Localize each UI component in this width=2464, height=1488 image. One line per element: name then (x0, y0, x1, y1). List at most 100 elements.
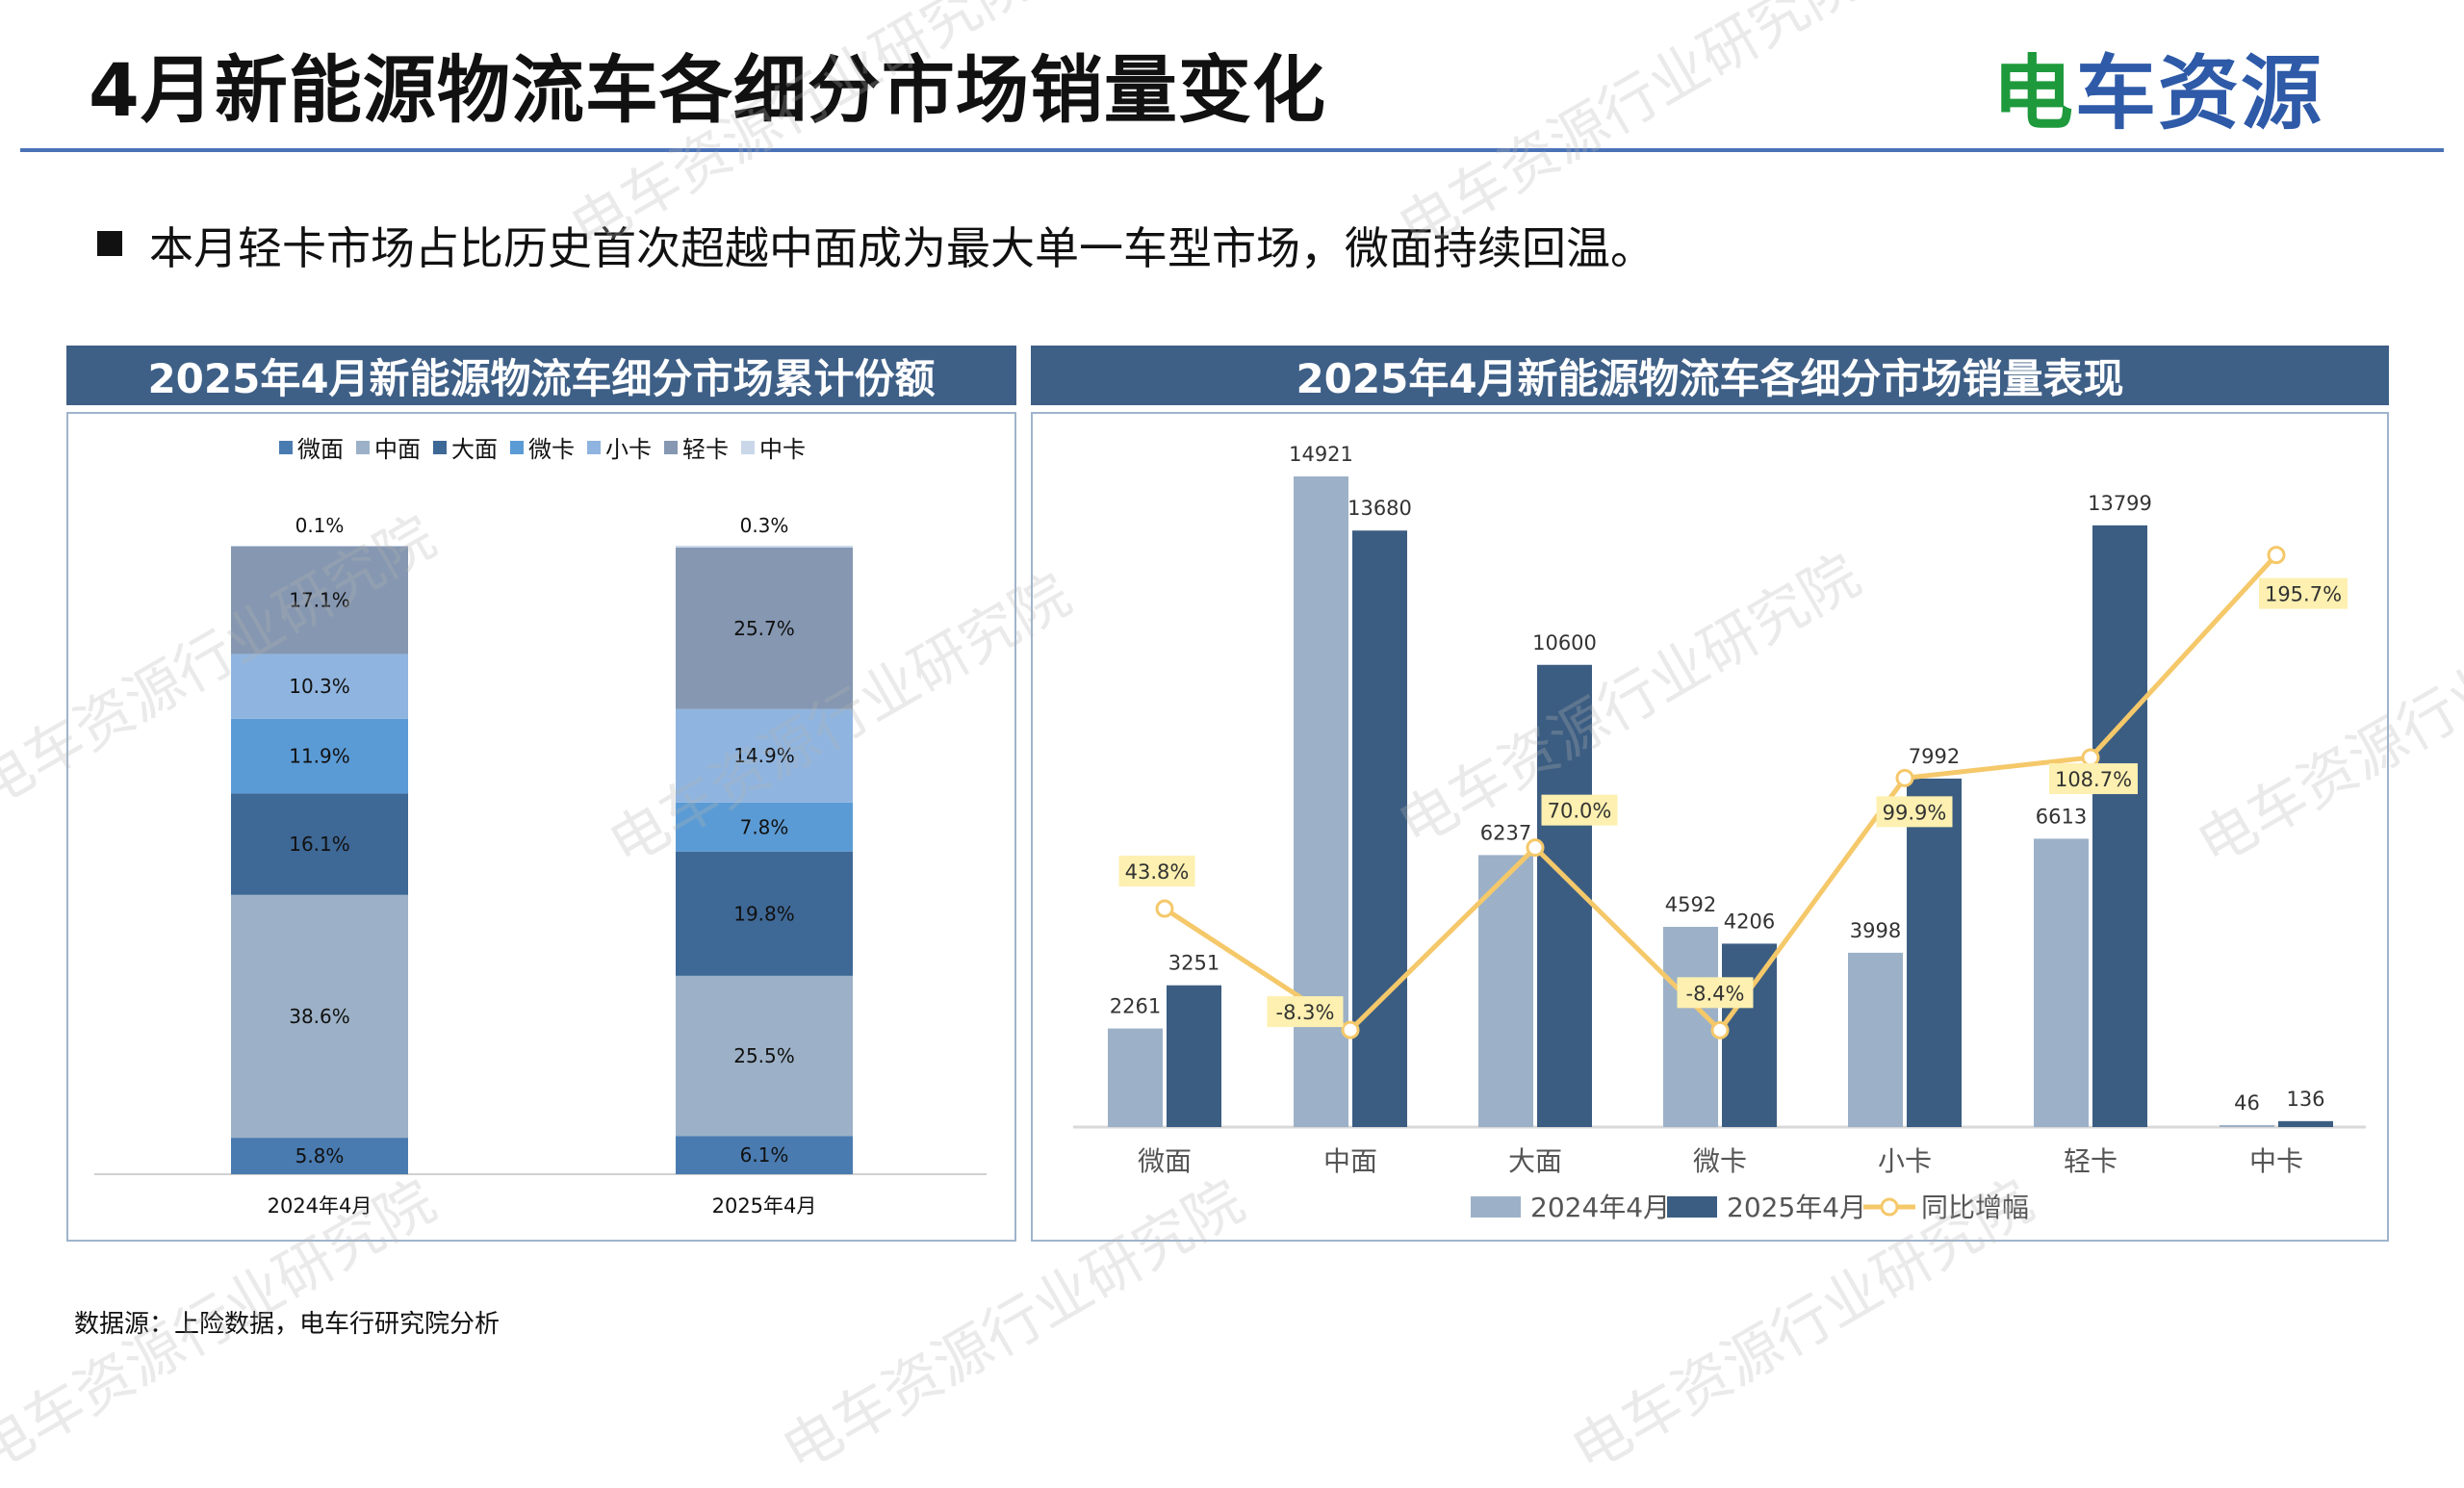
bar-2025-微卡 (1722, 943, 1777, 1127)
legend-swatch-微卡 (510, 441, 524, 454)
legend-label: 同比增幅 (1921, 1192, 2029, 1223)
data-label: 25.7% (733, 617, 795, 640)
data-label: 7.8% (740, 815, 789, 838)
stacked-bar-segment-大面 (676, 851, 853, 976)
yoy-data-label: 108.7% (2055, 768, 2132, 791)
yoy-point (1526, 838, 1545, 858)
x-tick-label: 中面 (1323, 1145, 1377, 1177)
legend-label: 微面 (297, 436, 344, 463)
bar-2025-轻卡 (2092, 525, 2147, 1127)
left-chart-panel (66, 412, 1016, 1242)
bar-2024-大面 (1478, 855, 1533, 1127)
bar-value-label: 6613 (2036, 805, 2087, 828)
legend-swatch-小卡 (587, 441, 601, 454)
legend-swatch-轻卡 (664, 441, 678, 454)
data-label: 38.6% (289, 1005, 350, 1028)
data-label: 11.9% (289, 745, 350, 768)
legend-swatch-2025 (1667, 1196, 1717, 1218)
bar-2024-微面 (1108, 1028, 1163, 1127)
legend-label: 中卡 (759, 436, 806, 463)
brand-logo: 电车资源 (1992, 46, 2324, 141)
yoy-label-bg (1677, 977, 1754, 1009)
data-label: 25.5% (733, 1044, 795, 1067)
bar-2025-小卡 (1907, 778, 1962, 1127)
bar-2024-中面 (1294, 476, 1348, 1127)
bar-value-label: 3251 (1168, 952, 1219, 975)
x-tick-label: 轻卡 (2064, 1145, 2118, 1177)
bullet-square-icon (97, 231, 122, 256)
bar-2024-轻卡 (2034, 838, 2089, 1127)
legend-label: 2025年4月 (1727, 1192, 1866, 1223)
x-tick-label: 2024年4月 (268, 1194, 372, 1218)
bar-value-label: 13799 (2088, 492, 2152, 515)
stacked-bar-segment-微面 (231, 1138, 408, 1174)
yoy-point (1155, 899, 1174, 918)
x-tick-label: 小卡 (1878, 1145, 1932, 1177)
legend-label: 小卡 (605, 436, 652, 463)
yoy-point (1710, 1020, 1730, 1039)
legend-swatch-2024 (1471, 1196, 1521, 1218)
legend-swatch-大面 (433, 441, 447, 454)
yoy-data-label: 43.8% (1125, 860, 1190, 884)
bar-value-label: 136 (2286, 1088, 2324, 1111)
stacked-bar-segment-微面 (676, 1136, 853, 1174)
data-label: 16.1% (289, 833, 350, 856)
bar-value-label: 6237 (1480, 821, 1531, 844)
data-label: 0.1% (295, 514, 345, 537)
yoy-point (2267, 546, 2286, 565)
bar-2024-中卡 (2220, 1124, 2274, 1127)
charts-canvas: 5.8% 38.6% 16.1% 11.9% 10.3% 17.1% 0.1% 2024年4月… (94, 436, 2366, 1223)
yoy-point (2081, 748, 2100, 767)
data-label: 0.3% (740, 514, 789, 537)
page-title: 4月新能源物流车各细分市场销量变化 (89, 47, 1326, 133)
bar-value-label: 2261 (1110, 995, 1161, 1018)
x-tick-label: 微卡 (1693, 1145, 1747, 1177)
bar-value-label: 10600 (1532, 631, 1597, 654)
legend-label: 2024年4月 (1530, 1192, 1670, 1223)
title-divider (20, 148, 2444, 152)
stacked-bar-segment-微卡 (676, 802, 853, 852)
bar-value-label: 14921 (1289, 443, 1353, 466)
stacked-bar-segment-小卡 (231, 654, 408, 719)
bar-value-label: 3998 (1850, 919, 1901, 942)
x-tick-label: 微面 (1138, 1145, 1192, 1177)
yoy-label-bg (1267, 996, 1344, 1028)
yoy-data-label: -8.4% (1686, 982, 1745, 1005)
legend-marker-yoy (1880, 1197, 1899, 1217)
data-label: 10.3% (289, 675, 350, 698)
stacked-bar-segment-大面 (231, 793, 408, 895)
bar-2025-中面 (1352, 530, 1407, 1127)
stacked-bar-segment-中面 (676, 975, 853, 1137)
data-label: 19.8% (733, 902, 795, 925)
left-chart-title: 2025年4月新能源物流车细分市场累计份额 (66, 346, 1016, 405)
stacked-bar-segment-中面 (231, 894, 408, 1139)
stacked-bar-segment-中卡 (676, 546, 853, 548)
data-label: 5.8% (295, 1144, 345, 1167)
stacked-bar-segment-微卡 (231, 718, 408, 794)
data-source-note: 数据源：上险数据，电车行研究院分析 (74, 1310, 500, 1339)
yoy-data-label: -8.3% (1276, 1001, 1335, 1024)
stacked-bar-segment-轻卡 (676, 547, 853, 709)
yoy-point (1341, 1020, 1360, 1039)
legend-label: 微卡 (528, 436, 575, 463)
bar-2025-微面 (1167, 985, 1221, 1127)
x-tick-label: 2025年4月 (712, 1194, 817, 1218)
bar-value-label: 4592 (1665, 893, 1716, 916)
bar-value-label: 7992 (1909, 745, 1960, 768)
legend-swatch-中面 (356, 441, 370, 454)
data-label: 17.1% (289, 589, 350, 612)
yoy-label-bg (1541, 794, 1618, 826)
bar-2025-中卡 (2278, 1120, 2333, 1127)
yoy-point (1895, 768, 1914, 787)
summary-text: 本月轻卡市场占比历史首次超越中面成为最大单一车型市场，微面持续回温。 (149, 222, 1655, 274)
data-label: 6.1% (740, 1143, 789, 1167)
yoy-data-label: 70.0% (1548, 800, 1612, 823)
right-chart-panel (1031, 412, 2389, 1242)
yoy-data-label: 99.9% (1883, 801, 1947, 824)
data-label: 14.9% (733, 744, 795, 767)
legend-label: 轻卡 (682, 436, 729, 463)
x-tick-label: 大面 (1508, 1145, 1562, 1177)
yoy-label-bg (1118, 856, 1195, 887)
right-chart-title: 2025年4月新能源物流车各细分市场销量表现 (1031, 346, 2389, 405)
stacked-bar-segment-小卡 (676, 708, 853, 803)
